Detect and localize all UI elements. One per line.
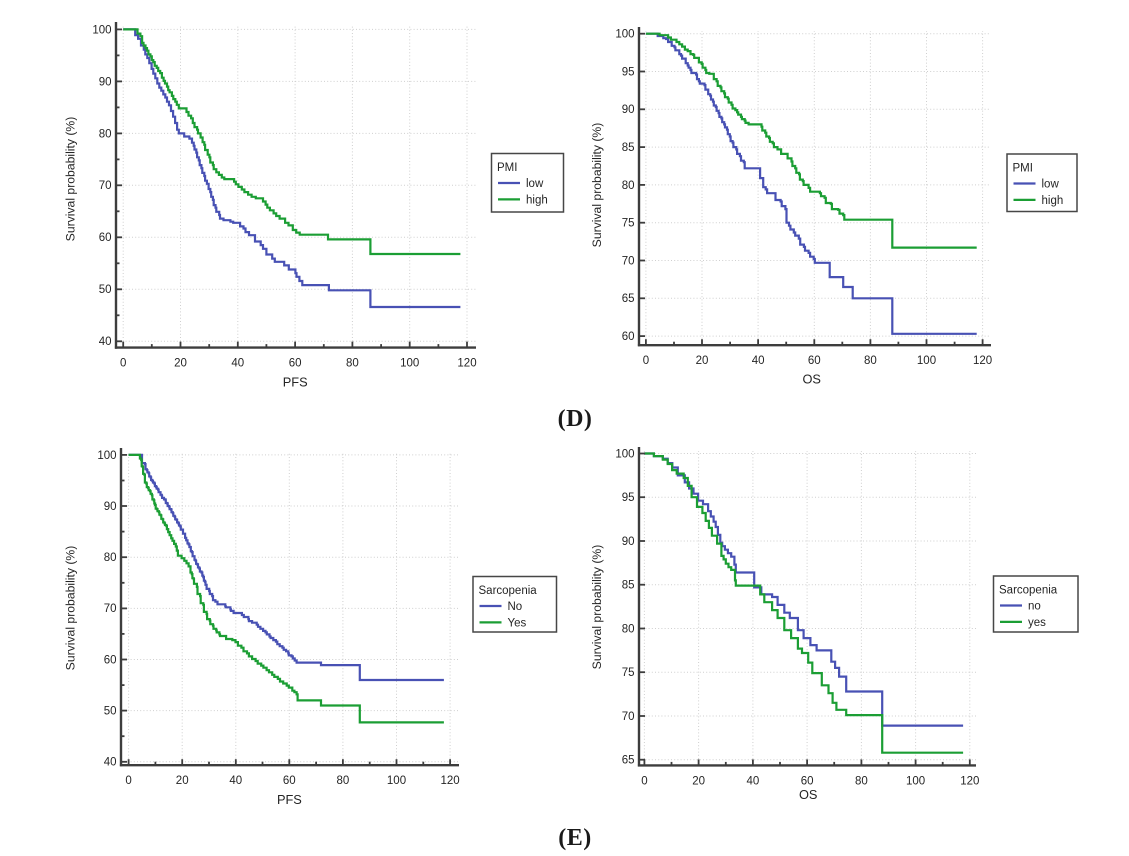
svg-text:20: 20 (174, 358, 187, 370)
svg-text:40: 40 (229, 775, 242, 787)
svg-text:75: 75 (622, 218, 635, 230)
svg-text:Sarcopenia: Sarcopenia (999, 585, 1058, 597)
svg-text:0: 0 (643, 355, 649, 367)
svg-text:Sarcopenia: Sarcopenia (479, 585, 538, 597)
svg-text:120: 120 (973, 355, 992, 367)
svg-text:100: 100 (387, 775, 406, 787)
svg-text:50: 50 (99, 284, 112, 296)
svg-text:OS: OS (802, 371, 821, 386)
svg-text:high: high (526, 194, 548, 206)
svg-text:90: 90 (622, 536, 635, 548)
svg-text:100: 100 (906, 775, 925, 787)
svg-text:100: 100 (400, 358, 419, 370)
svg-text:85: 85 (622, 580, 635, 592)
svg-text:120: 120 (441, 775, 460, 787)
svg-text:95: 95 (622, 492, 635, 504)
svg-text:low: low (526, 178, 544, 190)
svg-text:Yes: Yes (508, 617, 527, 629)
svg-text:80: 80 (622, 623, 635, 635)
svg-text:90: 90 (622, 104, 635, 116)
svg-text:60: 60 (104, 654, 117, 666)
svg-text:85: 85 (622, 142, 635, 154)
svg-text:80: 80 (337, 775, 350, 787)
svg-text:60: 60 (622, 331, 635, 343)
svg-text:yes: yes (1028, 617, 1046, 629)
svg-text:40: 40 (104, 757, 117, 769)
svg-text:70: 70 (104, 603, 117, 615)
svg-text:high: high (1042, 195, 1064, 207)
svg-text:No: No (508, 601, 523, 613)
svg-text:100: 100 (615, 448, 634, 460)
svg-text:Survival probability (%): Survival probability (%) (64, 546, 78, 671)
svg-text:20: 20 (176, 775, 189, 787)
svg-text:20: 20 (696, 355, 709, 367)
svg-text:65: 65 (622, 755, 635, 767)
svg-text:PFS: PFS (277, 792, 302, 807)
svg-text:Survival probability (%): Survival probability (%) (590, 123, 604, 248)
svg-text:40: 40 (752, 355, 765, 367)
svg-text:0: 0 (120, 358, 126, 370)
svg-text:75: 75 (622, 667, 635, 679)
svg-text:Survival probability (%): Survival probability (%) (590, 545, 604, 670)
svg-text:70: 70 (99, 180, 112, 192)
svg-text:Survival probability (%): Survival probability (%) (64, 117, 78, 242)
svg-text:80: 80 (346, 358, 359, 370)
svg-text:60: 60 (801, 775, 814, 787)
svg-text:100: 100 (92, 24, 111, 36)
svg-text:60: 60 (283, 775, 296, 787)
svg-text:100: 100 (615, 29, 634, 41)
svg-text:OS: OS (799, 787, 818, 802)
svg-text:PMI: PMI (497, 162, 517, 174)
svg-text:70: 70 (622, 711, 635, 723)
svg-text:PFS: PFS (283, 375, 308, 390)
svg-text:100: 100 (97, 450, 116, 462)
svg-text:90: 90 (99, 76, 112, 88)
svg-text:120: 120 (457, 358, 476, 370)
svg-text:95: 95 (622, 66, 635, 78)
svg-text:40: 40 (99, 336, 112, 348)
svg-text:60: 60 (99, 232, 112, 244)
svg-text:(D): (D) (558, 406, 593, 432)
svg-text:0: 0 (125, 775, 131, 787)
svg-text:(E): (E) (558, 825, 592, 851)
svg-text:65: 65 (622, 293, 635, 305)
svg-text:100: 100 (917, 355, 936, 367)
svg-text:60: 60 (808, 355, 821, 367)
svg-text:40: 40 (747, 775, 760, 787)
svg-text:0: 0 (641, 775, 647, 787)
svg-text:80: 80 (104, 552, 117, 564)
svg-text:80: 80 (622, 180, 635, 192)
svg-text:120: 120 (960, 775, 979, 787)
svg-text:80: 80 (855, 775, 868, 787)
svg-text:no: no (1028, 601, 1041, 613)
svg-text:80: 80 (99, 128, 112, 140)
svg-text:50: 50 (104, 706, 117, 718)
svg-text:20: 20 (692, 775, 705, 787)
svg-text:40: 40 (231, 358, 244, 370)
svg-text:PMI: PMI (1013, 163, 1033, 175)
svg-text:low: low (1042, 179, 1060, 191)
svg-text:90: 90 (104, 501, 117, 513)
svg-text:60: 60 (289, 358, 302, 370)
svg-text:80: 80 (864, 355, 877, 367)
svg-text:70: 70 (622, 255, 635, 267)
